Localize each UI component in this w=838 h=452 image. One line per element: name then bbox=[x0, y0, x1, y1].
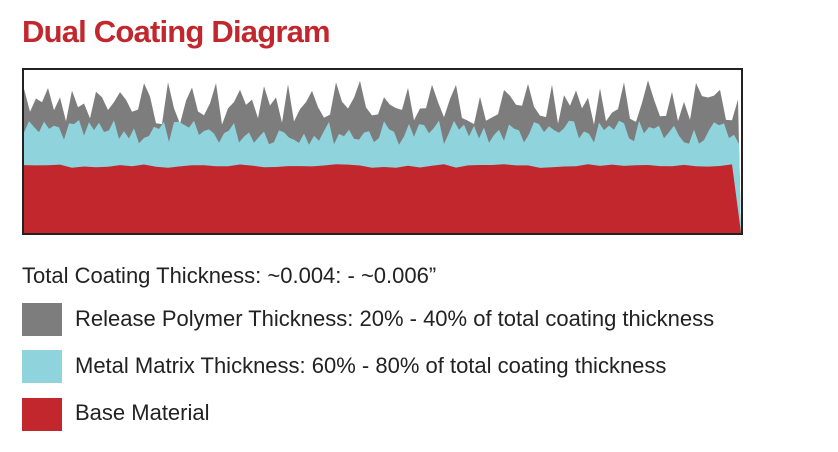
legend-swatch bbox=[22, 398, 62, 431]
title: Dual Coating Diagram bbox=[22, 14, 330, 49]
coating-diagram bbox=[22, 68, 743, 235]
base-material-layer bbox=[24, 164, 741, 233]
diagram-frame bbox=[22, 68, 743, 235]
legend-label: Release Polymer Thickness: 20% - 40% of … bbox=[75, 306, 714, 331]
legend-label: Base Material bbox=[75, 400, 210, 425]
caption: Total Coating Thickness: ~0.004: - ~0.00… bbox=[22, 263, 436, 288]
legend-swatch bbox=[22, 303, 62, 336]
legend-label: Metal Matrix Thickness: 60% - 80% of tot… bbox=[75, 353, 666, 378]
legend-swatch bbox=[22, 350, 62, 383]
